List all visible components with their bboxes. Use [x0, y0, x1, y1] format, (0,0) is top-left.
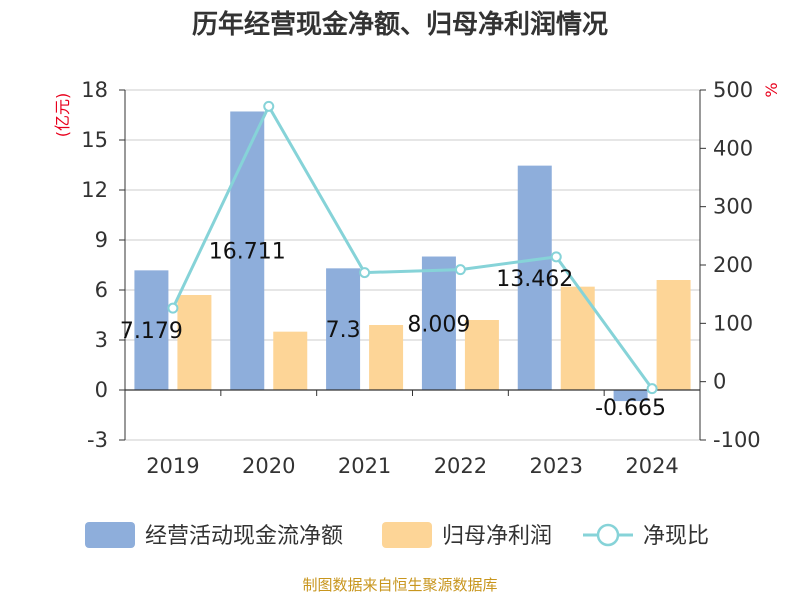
right-tick-label: -100: [713, 428, 761, 452]
ratio-point: [550, 251, 562, 263]
bar-cashflow: [517, 165, 552, 390]
bar-net-profit: [177, 295, 212, 390]
bar-net-profit: [464, 320, 499, 390]
right-tick-label: 0: [713, 370, 726, 394]
cashflow-data-label: 16.711: [209, 240, 286, 265]
legend-swatch-ratio-marker: [596, 523, 620, 547]
ratio-point: [646, 383, 658, 395]
right-tick-label: 100: [713, 311, 753, 335]
legend-swatch-net-profit: [382, 522, 432, 548]
ratio-point: [359, 267, 371, 279]
left-tick-label: 12: [81, 178, 108, 202]
legend-swatch-cashflow: [85, 522, 135, 548]
left-axis-unit: (亿元): [53, 93, 72, 138]
legend-label-net-profit: 归母净利润: [442, 524, 552, 549]
left-tick-label: -3: [87, 428, 108, 452]
cashflow-data-label: 13.462: [496, 267, 573, 292]
legend: 经营活动现金流净额 归母净利润 净现比: [85, 522, 709, 549]
cashflow-data-label: -0.665: [595, 396, 666, 421]
cashflow-data-label: 7.179: [120, 319, 183, 344]
x-tick-label: 2019: [146, 454, 199, 478]
x-tick-label: 2020: [242, 454, 295, 478]
right-tick-label: 200: [713, 253, 753, 277]
left-tick-label: 3: [95, 328, 108, 352]
bar-cashflow: [421, 256, 456, 390]
right-tick-label: 300: [713, 195, 753, 219]
left-tick-label: 18: [81, 78, 108, 102]
right-axis-unit: %: [762, 82, 781, 97]
legend-label-ratio: 净现比: [643, 524, 709, 549]
ratio-line-path: [171, 103, 654, 390]
legend-label-cashflow: 经营活动现金流净额: [145, 524, 343, 549]
ratio-point: [167, 302, 179, 314]
bars: [134, 111, 691, 402]
cashflow-data-label: 8.009: [407, 312, 470, 337]
left-tick-label: 9: [95, 228, 108, 252]
x-tick-label: 2022: [434, 454, 487, 478]
bar-net-profit: [369, 325, 404, 390]
bar-cashflow: [613, 390, 648, 402]
right-tick-label: 500: [713, 78, 753, 102]
bar-cashflow: [230, 111, 265, 390]
left-tick-label: 0: [95, 378, 108, 402]
bar-cashflow: [326, 268, 361, 390]
bar-cashflow: [134, 270, 169, 390]
cashflow-data-label: 7.3: [326, 318, 361, 343]
axes: 18 15 12 9 6 3 0 -3 500 400 300 200 100 0 -100 2019 2020…: [81, 78, 760, 478]
x-tick-label: 2021: [338, 454, 391, 478]
ratio-line: [167, 100, 658, 395]
ratio-point: [454, 264, 466, 276]
data-labels: 7.179 16.711 7.3 8.009 13.462 -0.665: [120, 240, 666, 421]
chart-title: 历年经营现金净额、归母净利润情况: [192, 9, 608, 40]
left-tick-label: 15: [81, 128, 108, 152]
source-note: 制图数据来自恒生聚源数据库: [302, 576, 497, 594]
bar-net-profit: [656, 280, 691, 390]
x-tick-label: 2023: [530, 454, 583, 478]
ratio-point: [263, 100, 275, 112]
right-tick-label: 400: [713, 136, 753, 160]
x-tick-label: 2024: [625, 454, 678, 478]
left-tick-label: 6: [95, 278, 108, 302]
bar-net-profit: [273, 331, 308, 390]
